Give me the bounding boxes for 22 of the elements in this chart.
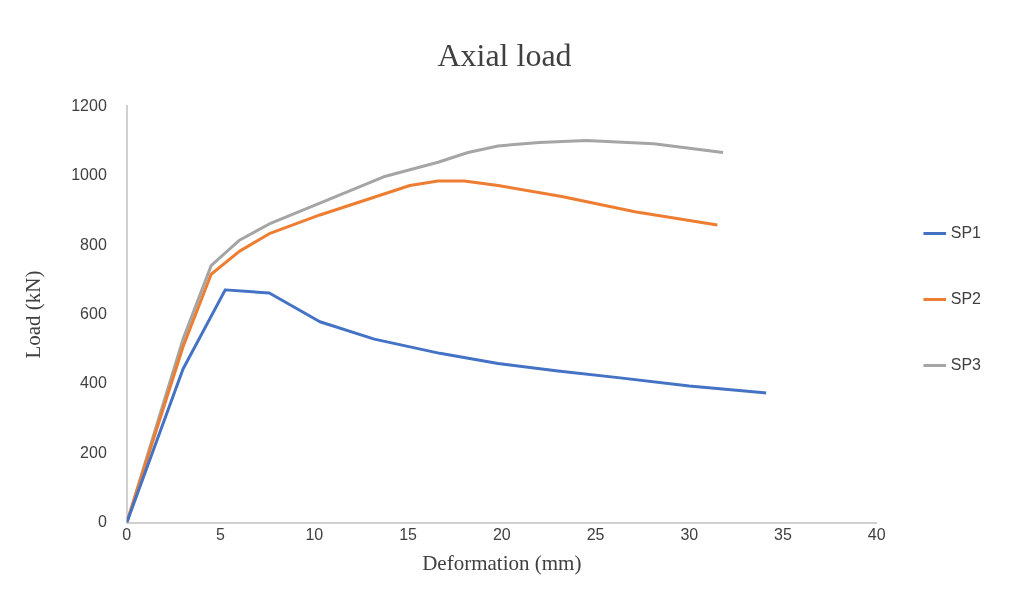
x-tick-label: 40 (867, 525, 886, 543)
y-tick-label: 200 (80, 443, 107, 461)
x-tick-label: 10 (305, 525, 324, 543)
y-tick-label: 600 (80, 304, 107, 322)
x-tick-label: 0 (122, 525, 132, 543)
y-tick-label: 0 (97, 513, 107, 531)
y-tick-label: 400 (80, 374, 107, 392)
y-tick-label: 800 (80, 235, 107, 253)
legend-label: SP1 (950, 223, 982, 241)
x-tick-label: 20 (492, 525, 511, 543)
legend-label: SP3 (950, 355, 982, 373)
x-axis-title: Deformation (mm) (422, 550, 582, 575)
x-tick-label: 25 (586, 525, 605, 543)
x-tick-label: 5 (216, 525, 226, 543)
y-tick-label: 1000 (71, 166, 107, 184)
x-tick-label: 15 (399, 525, 418, 543)
legend-label: SP2 (950, 289, 982, 307)
y-tick-label: 1200 (71, 96, 107, 114)
x-tick-label: 35 (774, 525, 793, 543)
x-tick-label: 30 (680, 525, 699, 543)
y-axis-title: Load (kN) (21, 270, 46, 359)
chart-title: Axial load (437, 36, 572, 73)
